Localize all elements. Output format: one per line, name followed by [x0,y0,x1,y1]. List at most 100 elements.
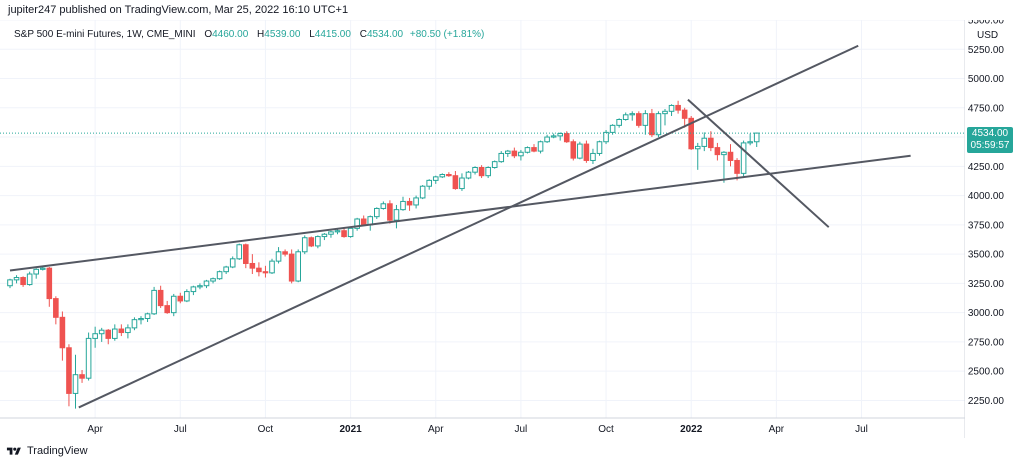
candle-body [439,174,446,178]
candle [249,254,256,275]
candle [557,132,564,141]
candle [105,329,112,345]
candle-body [347,227,354,238]
candle-body [550,135,557,138]
candle [393,204,400,229]
candle-body [714,147,721,156]
candle-body [33,268,40,275]
trendline[interactable] [78,44,859,409]
trendline[interactable] [687,98,830,228]
candle [419,185,426,200]
candle [164,300,170,314]
candle-body [216,271,223,280]
candle [26,271,33,286]
candle-body [53,298,59,318]
candle-body [288,253,295,282]
candle [262,265,269,278]
price-tick-label: 5250.00 [968,45,1005,56]
candle [498,151,505,163]
candle-body [472,166,478,173]
candle [721,151,727,183]
candle [583,140,590,163]
candle-body [721,151,727,156]
candle [197,283,203,290]
candle-body [518,151,524,157]
candle [66,344,72,407]
candle [406,197,413,211]
time-tick-label: 2021 [339,424,362,435]
candle-body [164,305,170,314]
candle-body [341,230,347,238]
candle-body [98,329,105,335]
candle-body [459,177,465,190]
candle [694,142,701,170]
footer[interactable]: TradingView [6,445,88,457]
candle [616,118,622,128]
price-tick-label: 2500.00 [968,367,1005,378]
candle-body [229,258,236,268]
candle-body [334,230,341,233]
candle-body [387,203,393,221]
candle-body [85,337,92,379]
candle [256,262,262,277]
candle [596,140,603,156]
candle-body [151,289,157,315]
symbol-legend: S&P 500 E-mini Futures, 1W, CME_MINI O44… [14,29,484,40]
candle-body [622,114,629,121]
candle [563,131,570,143]
price-axis[interactable]: 5500.005250.005000.004750.004500.004250.… [965,20,1024,438]
candle [675,100,681,114]
candle [668,104,675,116]
candle-body [269,260,275,274]
currency-label[interactable]: USD [977,30,999,41]
candle-body [642,113,649,126]
candle-body [413,197,419,206]
candle [590,148,596,164]
grid-lines [0,20,965,418]
low-label: L [309,29,315,40]
price-tick-label: 3000.00 [968,308,1005,319]
price-tick-label: 2750.00 [968,337,1005,348]
candle [505,149,511,157]
candle [478,165,485,179]
candle [446,172,452,177]
tradingview-logo-icon [6,447,21,455]
candle-body [46,267,53,300]
candle-body [668,104,675,112]
time-tick-label: 2022 [680,424,703,435]
candle-body [636,113,642,126]
time-tick-label: Apr [428,424,444,435]
time-tick-label: Apr [87,424,103,435]
candle-body [184,291,190,302]
candle-body [393,209,400,221]
price-tick-label: 4750.00 [968,103,1005,114]
trendline[interactable] [9,154,911,272]
time-axis-labels: Apr Jul Oct 2021 Apr Jul Oct 2022 Apr Jul [87,424,868,435]
candle [636,111,642,128]
last-price-value: 4534.00 [971,128,1009,139]
candle-body [301,237,308,253]
time-tick-label: Oct [258,424,274,435]
candle [301,235,308,255]
candle [570,139,577,161]
candle [190,285,197,296]
candle-body [282,251,288,255]
candle [295,249,301,283]
candle-body [747,141,753,144]
candle [550,133,557,139]
candle [537,140,544,154]
candle [524,146,531,154]
candle-body [452,175,459,190]
candle-body [374,207,380,218]
candle [387,200,393,224]
price-tick-label: 3250.00 [968,279,1005,290]
candle-body [223,266,229,273]
candle-body [72,374,79,394]
candles [7,100,760,409]
candle-body [59,316,66,349]
price-chart[interactable]: Apr Jul Oct 2021 Apr Jul Oct 2022 Apr Jul [0,20,965,438]
candle-body [511,150,518,157]
candle-body [629,113,636,116]
candle-body [570,141,577,159]
close-label: C [359,29,367,40]
